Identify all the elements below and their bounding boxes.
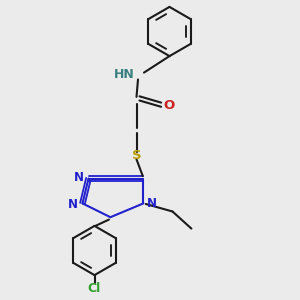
Text: N: N <box>147 197 157 210</box>
Text: O: O <box>164 99 175 112</box>
Text: Cl: Cl <box>88 281 101 295</box>
Text: S: S <box>132 149 141 162</box>
Text: HN: HN <box>114 68 135 82</box>
Text: N: N <box>74 171 84 184</box>
Text: N: N <box>68 197 78 211</box>
